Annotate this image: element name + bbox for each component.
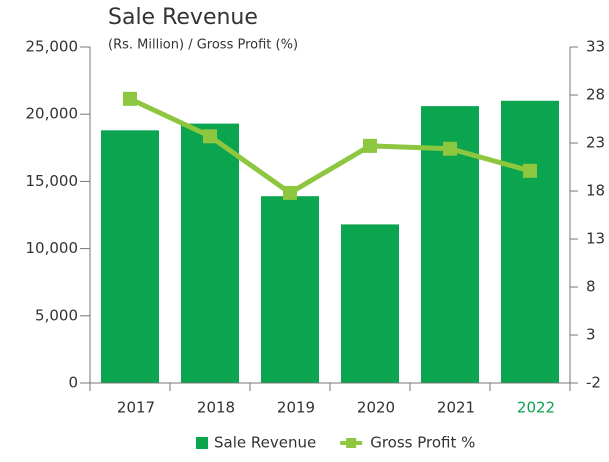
chart-subtitle: (Rs. Million) / Gross Profit (%): [108, 38, 298, 53]
line-marker: [123, 91, 137, 106]
y-tick-label: 15,000: [26, 172, 79, 190]
x-tick-label: 2022: [517, 399, 555, 417]
chart-title: Sale Revenue: [108, 5, 258, 30]
x-tick-label: 2019: [277, 399, 315, 417]
line-marker: [283, 185, 297, 200]
y2-tick-label: 18: [586, 182, 605, 200]
x-tick-label: 2018: [197, 399, 235, 417]
bar: [501, 100, 559, 383]
y-tick-label: 25,000: [26, 38, 79, 56]
x-tick-label: 2020: [357, 399, 395, 417]
line-marker: [363, 138, 377, 153]
y2-tick-label: 8: [586, 278, 596, 296]
line-marker: [203, 129, 217, 144]
y2-tick-label: 33: [586, 38, 605, 56]
x-tick-label: 2017: [117, 399, 155, 417]
y2-tick-label: 3: [586, 326, 596, 344]
line-marker: [443, 141, 457, 156]
x-tick-label: 2021: [437, 399, 475, 417]
y2-tick-label: -2: [586, 374, 601, 392]
legend-label: Gross Profit %: [370, 434, 475, 452]
legend-swatch: [346, 438, 357, 448]
bar: [341, 224, 399, 383]
line-marker: [523, 163, 537, 178]
y2-tick-label: 13: [586, 230, 605, 248]
legend-label: Sale Revenue: [214, 434, 316, 452]
y-tick-label: 10,000: [26, 239, 79, 257]
legend-swatch: [196, 437, 208, 449]
y2-tick-label: 28: [586, 86, 605, 104]
bar: [181, 123, 239, 383]
y-tick-label: 20,000: [26, 105, 79, 123]
bar: [101, 130, 159, 383]
line: [128, 96, 531, 196]
y-tick-label: 0: [68, 374, 78, 392]
y2-tick-label: 23: [586, 134, 605, 152]
bar: [261, 196, 319, 383]
y-tick-label: 5,000: [35, 306, 78, 324]
